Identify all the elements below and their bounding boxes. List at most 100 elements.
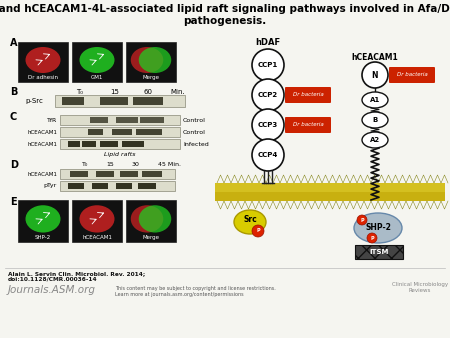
Bar xyxy=(92,183,108,189)
Bar xyxy=(140,117,164,123)
Ellipse shape xyxy=(80,205,114,233)
Text: hCEACAM1: hCEACAM1 xyxy=(27,142,57,146)
Text: B: B xyxy=(373,117,378,123)
Bar xyxy=(60,127,180,137)
Text: 15: 15 xyxy=(111,89,119,95)
Text: hCEACAM1: hCEACAM1 xyxy=(27,171,57,176)
Bar xyxy=(215,192,445,201)
Bar xyxy=(72,42,122,82)
Text: 45 Min.: 45 Min. xyxy=(158,162,181,167)
Text: Dr bacteria: Dr bacteria xyxy=(292,93,324,97)
FancyBboxPatch shape xyxy=(285,87,331,103)
Circle shape xyxy=(252,109,284,141)
Text: Clinical Microbiology
Reviews: Clinical Microbiology Reviews xyxy=(392,282,448,293)
Ellipse shape xyxy=(80,47,114,73)
Bar xyxy=(68,183,84,189)
Circle shape xyxy=(357,215,367,225)
Text: P: P xyxy=(370,236,374,241)
Circle shape xyxy=(252,79,284,111)
Bar xyxy=(126,200,176,242)
Circle shape xyxy=(252,225,264,237)
Text: T₀: T₀ xyxy=(76,89,84,95)
Bar xyxy=(138,183,156,189)
Text: CCP2: CCP2 xyxy=(258,92,278,98)
Text: Journals.ASM.org: Journals.ASM.org xyxy=(8,285,96,295)
Ellipse shape xyxy=(131,47,163,73)
Bar xyxy=(60,139,180,149)
Text: hCEACAM1: hCEACAM1 xyxy=(27,129,57,135)
Text: hCEACAM1: hCEACAM1 xyxy=(351,53,398,62)
Text: Lipid rafts: Lipid rafts xyxy=(104,152,136,157)
Bar xyxy=(18,200,68,242)
Bar xyxy=(68,141,80,147)
Text: T₀: T₀ xyxy=(82,162,88,167)
Bar xyxy=(116,117,138,123)
Text: A2: A2 xyxy=(370,137,380,143)
Text: Min.: Min. xyxy=(170,89,185,95)
Circle shape xyxy=(362,62,388,88)
Text: Dr bacteria: Dr bacteria xyxy=(396,72,427,77)
Bar xyxy=(133,97,163,105)
Ellipse shape xyxy=(362,132,388,148)
Text: Merge: Merge xyxy=(143,75,159,80)
Text: Dr adhesin: Dr adhesin xyxy=(28,75,58,80)
Bar xyxy=(60,181,175,191)
Text: P: P xyxy=(256,228,260,234)
Bar xyxy=(112,129,132,135)
Bar xyxy=(122,141,144,147)
Bar xyxy=(126,42,176,82)
FancyBboxPatch shape xyxy=(285,117,331,133)
Text: 15: 15 xyxy=(106,162,114,167)
Circle shape xyxy=(252,139,284,171)
Text: hCEACAM1: hCEACAM1 xyxy=(82,235,112,240)
Text: CCP3: CCP3 xyxy=(258,122,278,128)
Text: Infected: Infected xyxy=(183,142,209,146)
Text: A1: A1 xyxy=(370,97,380,103)
Text: CCP4: CCP4 xyxy=(258,152,278,158)
FancyBboxPatch shape xyxy=(389,67,435,83)
Ellipse shape xyxy=(139,205,171,233)
Text: GM1: GM1 xyxy=(91,75,103,80)
Ellipse shape xyxy=(139,47,171,73)
Text: SHP-2: SHP-2 xyxy=(365,223,391,233)
Text: 30: 30 xyxy=(131,162,139,167)
Ellipse shape xyxy=(362,92,388,108)
Circle shape xyxy=(367,233,377,243)
Text: C: C xyxy=(10,112,17,122)
Ellipse shape xyxy=(26,47,60,73)
Text: p-Src: p-Src xyxy=(25,98,43,104)
Circle shape xyxy=(252,49,284,81)
Bar xyxy=(136,129,162,135)
Bar xyxy=(82,141,96,147)
Text: Dr bacteria: Dr bacteria xyxy=(292,122,324,127)
Text: B: B xyxy=(10,87,18,97)
Text: Alain L. Servin Clin. Microbiol. Rev. 2014;
doi:10.1128/CMR.00036-14: Alain L. Servin Clin. Microbiol. Rev. 20… xyxy=(8,271,145,282)
Text: TfR: TfR xyxy=(47,118,57,122)
Bar xyxy=(100,97,128,105)
Text: E: E xyxy=(10,197,17,207)
Bar xyxy=(355,245,403,259)
Bar xyxy=(116,183,132,189)
Text: A: A xyxy=(10,38,18,48)
Text: CCP1: CCP1 xyxy=(258,62,278,68)
Bar xyxy=(60,169,175,179)
Text: Src: Src xyxy=(243,216,257,224)
Bar xyxy=(90,117,108,123)
Bar xyxy=(70,171,88,177)
Text: pTyr: pTyr xyxy=(44,184,57,189)
Text: hDAF- and hCEACAM1-4L-associated lipid raft signaling pathways involved in Afa/D: hDAF- and hCEACAM1-4L-associated lipid r… xyxy=(0,4,450,26)
Text: Merge: Merge xyxy=(143,235,159,240)
Text: 60: 60 xyxy=(144,89,153,95)
Bar xyxy=(72,200,122,242)
Text: SHP-2: SHP-2 xyxy=(35,235,51,240)
Bar xyxy=(88,129,103,135)
Text: N: N xyxy=(372,71,378,79)
Text: This content may be subject to copyright and license restrictions.
Learn more at: This content may be subject to copyright… xyxy=(115,286,276,297)
Bar xyxy=(62,97,84,105)
Text: Control: Control xyxy=(183,129,206,135)
Text: Control: Control xyxy=(183,118,206,122)
Ellipse shape xyxy=(234,210,266,234)
Text: ITSM: ITSM xyxy=(369,249,389,255)
Bar xyxy=(142,171,162,177)
Bar xyxy=(215,183,445,192)
